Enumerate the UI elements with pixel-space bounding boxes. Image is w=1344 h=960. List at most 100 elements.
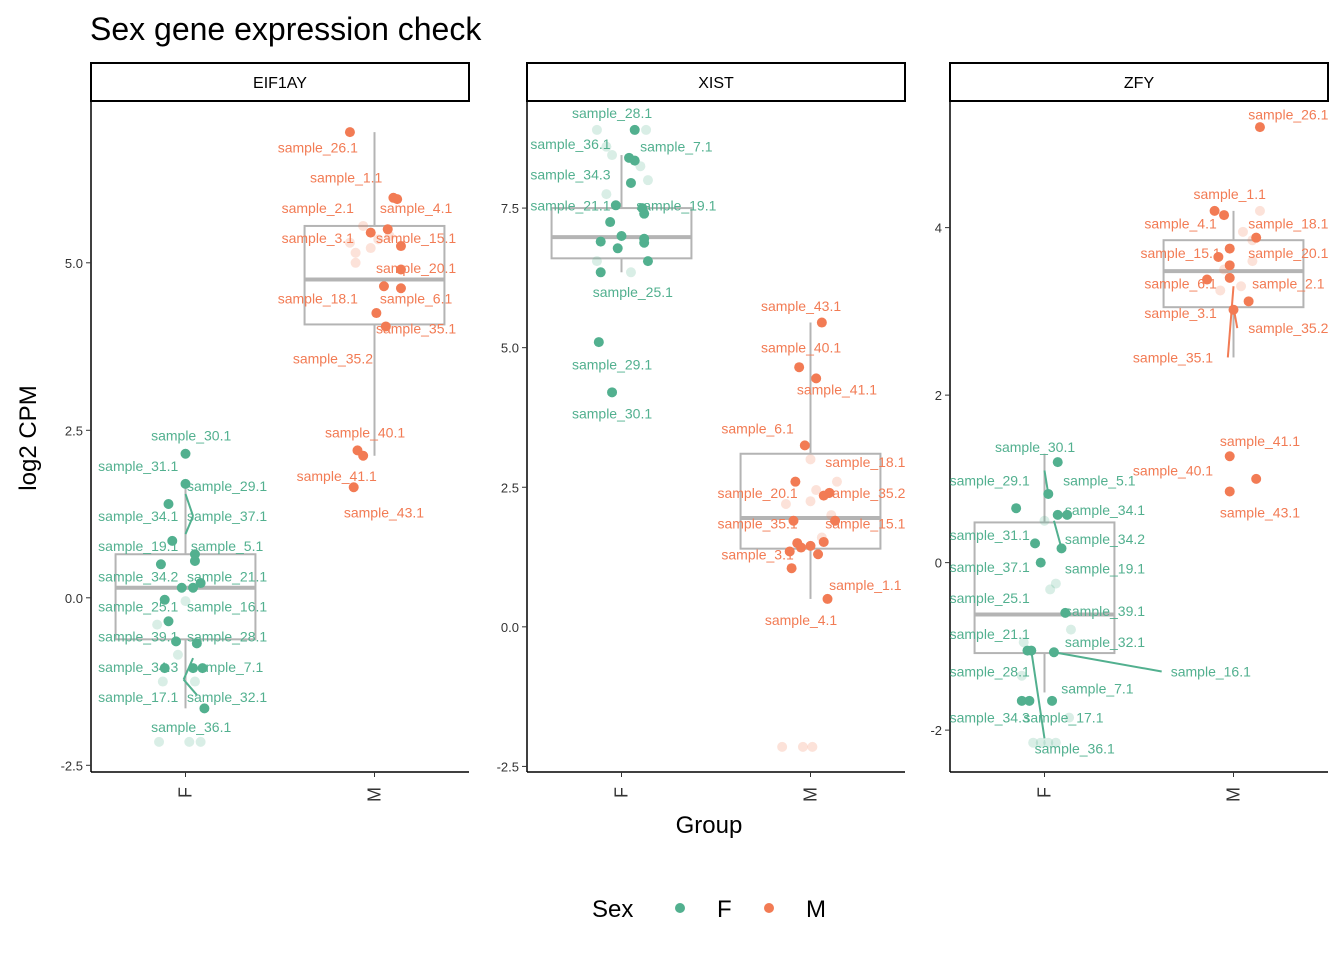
data-point: [1052, 457, 1063, 468]
data-point: [378, 281, 389, 292]
faint-data-point: [641, 124, 652, 135]
data-point: [1016, 695, 1027, 706]
faint-data-point: [591, 256, 602, 267]
point-label: sample_19.1: [636, 197, 716, 213]
point-label: sample_7.1: [1061, 680, 1134, 696]
point-label: sample_43.1: [344, 505, 424, 521]
data-point: [794, 362, 805, 373]
data-point: [191, 638, 202, 649]
data-point: [159, 594, 170, 605]
faint-data-point: [1050, 737, 1061, 748]
data-point: [395, 241, 406, 252]
point-label: sample_3.1: [1144, 305, 1217, 321]
data-point: [1219, 210, 1230, 221]
data-point: [1251, 473, 1262, 484]
y-tick-label: -2.5: [61, 758, 83, 773]
point-label: sample_34.3: [530, 167, 610, 183]
point-label: sample_5.1: [191, 538, 264, 554]
point-label: sample_16.1: [187, 599, 267, 615]
y-tick-label: 7.5: [501, 201, 519, 216]
point-label: sample_19.1: [1065, 560, 1145, 576]
point-label: sample_5.1: [1063, 473, 1136, 489]
point-label: sample_21.1: [187, 568, 267, 584]
faint-data-point: [152, 619, 163, 630]
facet-strip-label: EIF1AY: [253, 75, 307, 92]
faint-data-point: [358, 220, 369, 231]
faint-data-point: [184, 736, 195, 747]
label-leader-line: [1053, 651, 1162, 673]
facet-strip: [90, 62, 470, 102]
data-point: [395, 264, 406, 275]
point-label: sample_40.1: [1133, 463, 1213, 479]
data-point: [1026, 645, 1037, 656]
data-point: [616, 231, 627, 241]
data-point: [163, 616, 174, 627]
point-label: sample_30.1: [572, 406, 652, 422]
label-leader-line: [182, 678, 198, 696]
point-label: sample_26.1: [1248, 107, 1328, 123]
faint-data-point: [831, 476, 842, 487]
point-label: sample_7.1: [191, 659, 264, 675]
data-point: [816, 317, 827, 328]
x-tick-label: M: [1224, 787, 1244, 802]
data-point: [344, 127, 355, 138]
point-label: sample_39.1: [1065, 603, 1145, 619]
data-point: [830, 515, 841, 526]
data-point: [1030, 538, 1041, 549]
data-point: [1202, 274, 1213, 285]
point-label: sample_34.2: [98, 568, 178, 584]
faint-data-point: [1016, 670, 1027, 681]
data-point: [796, 542, 807, 553]
x-tick-label: M: [365, 787, 385, 802]
faint-data-point: [1050, 578, 1061, 589]
faint-data-point: [195, 736, 206, 747]
point-label: sample_21.1: [530, 197, 610, 213]
data-point: [1024, 695, 1035, 706]
label-leader-line: [1030, 650, 1046, 739]
label-leader-line: [184, 493, 195, 517]
data-point: [639, 237, 650, 248]
data-point: [1060, 607, 1071, 618]
point-label: sample_15.1: [376, 230, 456, 246]
data-point: [1243, 296, 1254, 307]
data-point: [625, 177, 636, 188]
x-tick-label: F: [1035, 787, 1055, 798]
faint-data-point: [1039, 515, 1050, 526]
faint-data-point: [805, 454, 816, 465]
point-label: sample_21.1: [950, 626, 1030, 642]
legend-key-f: [675, 903, 685, 913]
data-point: [159, 663, 170, 674]
legend-label-m: M: [806, 896, 826, 923]
x-tick-label: F: [612, 787, 632, 798]
point-label: sample_1.1: [310, 170, 383, 186]
legend-label-f: F: [717, 896, 732, 923]
data-point: [786, 563, 797, 574]
point-label: sample_25.1: [950, 590, 1030, 606]
data-point: [818, 536, 829, 547]
data-point: [788, 515, 799, 526]
facet-strip: [526, 62, 906, 102]
data-point: [1209, 205, 1220, 216]
data-point: [358, 450, 369, 461]
point-label: sample_34.1: [98, 508, 178, 524]
legend: Sex F M: [592, 896, 826, 923]
point-label: sample_4.1: [380, 200, 453, 216]
point-label: sample_20.1: [376, 260, 456, 276]
faint-data-point: [805, 496, 816, 507]
faint-data-point: [1247, 256, 1258, 267]
data-point: [605, 217, 616, 228]
point-label: sample_35.2: [1248, 320, 1328, 336]
point-label: sample_37.1: [187, 508, 267, 524]
point-label: sample_31.1: [950, 527, 1030, 543]
box-body: [303, 224, 446, 326]
data-point: [1035, 557, 1046, 568]
faint-data-point: [157, 676, 168, 687]
faint-data-point: [807, 741, 818, 752]
facet-strip-label: XIST: [698, 75, 734, 92]
point-label: sample_6.1: [380, 290, 453, 306]
data-point: [199, 703, 210, 714]
data-point: [188, 582, 199, 593]
